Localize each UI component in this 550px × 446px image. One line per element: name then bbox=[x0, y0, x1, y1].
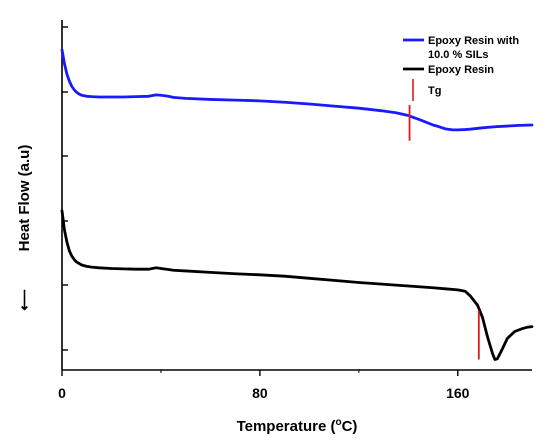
legend-label-epoxy-sils-line2: 10.0 % SILs bbox=[428, 49, 489, 61]
x-tick-label: 0 bbox=[58, 385, 66, 401]
tg-markers bbox=[408, 95, 480, 360]
y-axis-title: Heat Flow (a.u) bbox=[16, 145, 33, 252]
x-axis-title: Temperature (oC) bbox=[237, 417, 358, 435]
legend-label-epoxy-resin: Epoxy Resin bbox=[428, 64, 494, 76]
legend-label-epoxy-sils: Epoxy Resin with bbox=[428, 35, 519, 47]
series-group bbox=[60, 48, 534, 361]
x-tick-label: 80 bbox=[252, 385, 268, 401]
series-line-epoxy-sils bbox=[60, 48, 534, 132]
axes bbox=[61, 20, 532, 371]
x-tick-label: 160 bbox=[446, 385, 470, 401]
y-axis-title-group: Heat Flow (a.u) ⟵ bbox=[16, 145, 33, 311]
legend-label-tg: Tg bbox=[428, 85, 441, 97]
x-ticks: 0 80 160 bbox=[58, 370, 470, 401]
series-line-epoxy-resin bbox=[60, 209, 534, 361]
legend: Epoxy Resin with 10.0 % SILs Epoxy Resin… bbox=[398, 27, 530, 105]
y-axis-arrow: ⟵ bbox=[16, 289, 33, 311]
